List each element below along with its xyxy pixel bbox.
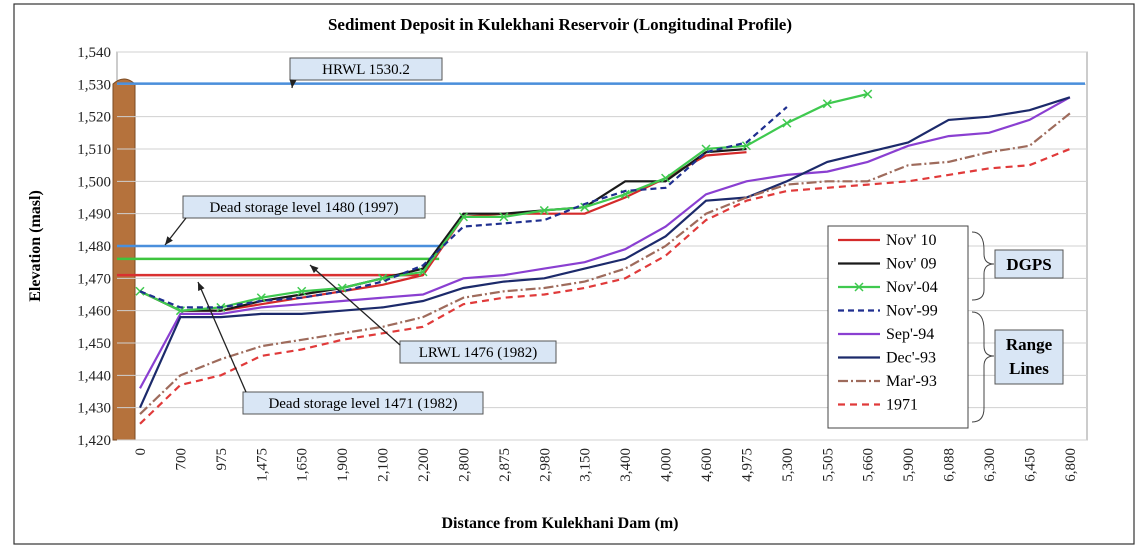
callout-label: LRWL 1476 (1982) [419,345,538,361]
callout-arrow [309,264,401,346]
marker [661,173,671,183]
brace [971,231,995,301]
series-line [139,96,1071,389]
arrow-head [198,282,205,291]
group-label: Lines [1009,359,1049,378]
y-tick-label: 1,500 [77,174,111,190]
x-tick-label: 4,600 [699,448,715,482]
x-tick-label: 1,475 [254,448,270,482]
y-tick-label: 1,510 [77,142,111,158]
y-tick-label: 1,540 [77,45,111,61]
arrow-head [310,265,319,274]
x-tick-label: 0 [133,448,149,456]
x-tick-label: 2,980 [537,448,553,482]
x-tick-label: 2,100 [376,448,392,482]
marker [297,286,307,296]
x-tick-label: 5,300 [780,448,796,482]
legend-label: Sep'-94 [886,326,934,343]
legend-label: Nov'-99 [886,303,938,320]
marker [580,202,590,212]
x-tick-label: 975 [214,448,230,471]
y-tick-label: 1,430 [77,401,111,417]
y-axis-title: Elevation (masl) [27,190,44,302]
legend-label: 1971 [886,397,918,414]
callout-box [399,340,557,364]
x-tick-label: 6,300 [982,448,998,482]
series-line [139,106,788,309]
marker [863,89,873,99]
x-tick-label: 700 [173,448,189,471]
callout-arrow [197,281,247,393]
x-tick-label: 1,650 [295,448,311,482]
legend-label: Nov' 10 [886,232,936,249]
y-tick-label: 1,470 [77,271,111,287]
x-tick-label: 5,900 [901,448,917,482]
y-tick-label: 1,480 [77,239,111,255]
x-tick-label: 2,875 [497,448,513,482]
marker [782,118,792,128]
x-tick-label: 2,800 [456,448,472,482]
x-tick-label: 5,505 [820,448,836,482]
group-box [994,249,1064,279]
callout-box [289,57,443,81]
y-tick-label: 1,420 [77,433,111,449]
x-tick-label: 4,000 [659,448,675,482]
group-label: Range [1006,335,1053,354]
x-tick-label: 3,400 [618,448,634,482]
arrow-head [289,79,297,88]
x-tick-label: 3,150 [578,448,594,482]
x-tick-label: 1,900 [335,448,351,482]
x-tick-label: 5,660 [861,448,877,482]
series-line [139,147,747,312]
y-tick-label: 1,460 [77,304,111,320]
x-tick-label: 2,200 [416,448,432,482]
marker [458,212,468,222]
x-axis-title: Distance from Kulekhani Dam (m) [441,515,678,532]
marker [539,205,549,215]
marker [499,212,509,222]
marker [135,286,145,296]
marker [822,99,832,109]
marker [418,267,428,277]
brace [971,311,995,423]
legend-label: Nov'-04 [886,279,938,296]
marker [741,141,751,151]
x-tick-label: 4,975 [739,448,755,482]
group-box [994,329,1064,385]
y-tick-label: 1,520 [77,110,111,126]
series-line [139,147,1071,425]
y-tick-label: 1,490 [77,207,111,223]
group-label: DGPS [1006,255,1051,274]
x-tick-label: 6,088 [942,448,958,482]
callout-label: HRWL 1530.2 [322,62,410,78]
legend-label: Nov' 09 [886,256,936,273]
x-tick-label: 6,800 [1063,448,1079,482]
y-tick-label: 1,530 [77,77,111,93]
callout-label: Dead storage level 1471 (1982) [268,396,457,412]
legend-label: Mar'-93 [886,373,937,390]
series-line [138,96,1071,409]
callout-label: Dead storage level 1480 (1997) [209,200,398,216]
callout-box [242,391,484,415]
legend-marker [854,282,864,292]
legend-label: Dec'-93 [886,350,936,367]
y-tick-label: 1,440 [77,368,111,384]
callout-box [182,195,426,219]
chart-title: Sediment Deposit in Kulekhani Reservoir … [328,15,792,34]
legend-box [827,225,969,429]
y-tick-label: 1,450 [77,336,111,352]
series-line [139,112,1071,415]
x-tick-label: 6,450 [1022,448,1038,482]
arrow-head [165,236,173,245]
